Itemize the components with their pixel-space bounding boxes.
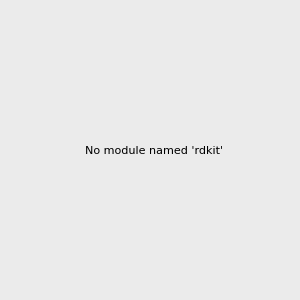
Text: No module named 'rdkit': No module named 'rdkit' (85, 146, 223, 157)
